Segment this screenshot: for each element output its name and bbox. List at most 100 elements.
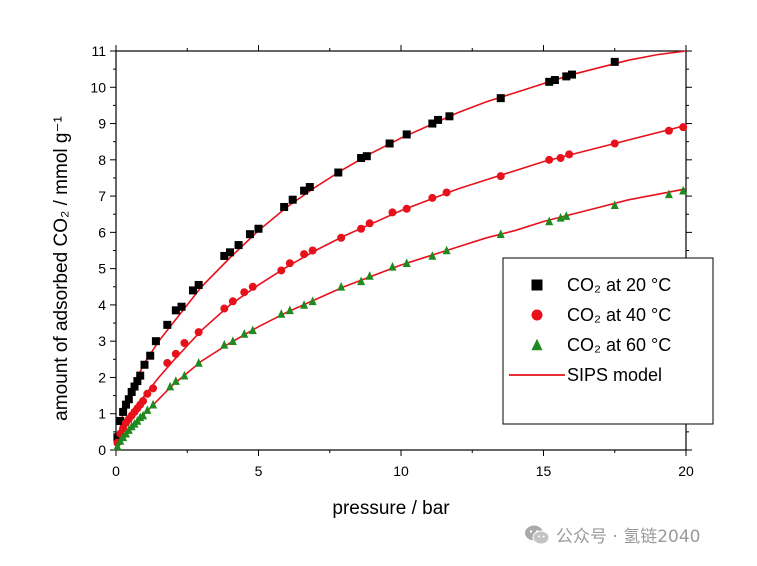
square-data-point <box>130 382 139 391</box>
y-tick-label: 5 <box>98 261 106 277</box>
square-data-point <box>136 371 145 380</box>
square-data-point <box>434 115 443 124</box>
square-data-point <box>124 395 133 404</box>
triangle-data-point <box>277 309 286 318</box>
triangle-data-point <box>300 300 309 309</box>
square-data-point <box>245 230 254 239</box>
square-data-point <box>402 130 411 139</box>
square-data-point <box>151 337 160 346</box>
square-data-point <box>119 407 128 416</box>
square-data-point <box>428 119 437 128</box>
triangle-data-point <box>220 340 229 349</box>
circle-data-point <box>664 126 673 135</box>
square-data-point <box>288 195 297 204</box>
triangle-data-point <box>228 336 237 345</box>
triangle-data-point <box>402 258 411 267</box>
square-data-point <box>220 251 229 260</box>
y-tick-label: 4 <box>98 297 106 313</box>
triangle-data-point <box>337 281 346 291</box>
square-data-point <box>362 152 371 161</box>
circle-data-point <box>308 246 317 255</box>
y-tick-label: 6 <box>98 224 106 240</box>
legend-square-swatch <box>531 279 543 291</box>
y-tick-label: 9 <box>98 116 106 132</box>
y-tick-label: 10 <box>90 79 106 95</box>
y-tick-label: 11 <box>91 43 106 59</box>
triangle-data-point <box>248 325 257 335</box>
wechat-icon <box>525 525 550 544</box>
square-data-point <box>445 112 454 121</box>
x-axis-label: pressure / bar <box>332 498 450 519</box>
triangle-data-point <box>149 399 158 409</box>
square-data-point <box>194 280 203 289</box>
square-data-point <box>163 320 172 329</box>
square-data-point <box>357 154 366 163</box>
circle-data-point <box>565 150 574 159</box>
circle-data-point <box>679 123 688 132</box>
triangle-data-point <box>240 329 249 338</box>
circle-data-point <box>300 250 309 259</box>
circle-data-point <box>388 208 397 217</box>
legend: CO₂ at 20 °C CO₂ at 40 °C CO₂ at 60 °C SIPS… <box>502 257 714 425</box>
legend-label: CO₂ at 60 °C <box>567 335 671 355</box>
circle-data-point <box>228 297 237 306</box>
square-data-point <box>127 387 136 396</box>
triangle-data-point <box>610 200 619 209</box>
y-axis-label: amount of adsorbed CO₂ / mmol g⁻¹ <box>51 116 72 421</box>
sips-model-curve <box>115 188 687 451</box>
square-data-point <box>568 70 576 79</box>
circle-data-point <box>149 384 158 393</box>
square-data-point <box>610 57 619 66</box>
triangle-data-point <box>285 305 294 315</box>
y-tick-label: 3 <box>98 333 106 349</box>
circle-data-point <box>357 224 366 233</box>
square-data-point <box>385 139 394 148</box>
circle-data-point <box>365 219 374 228</box>
circle-data-point <box>171 349 180 358</box>
circle-data-point <box>277 266 286 275</box>
square-data-point <box>133 377 142 386</box>
legend-label: CO₂ at 20 °C <box>567 275 671 295</box>
square-data-point <box>140 360 149 369</box>
triangle-data-point <box>664 189 673 199</box>
x-tick-label: 5 <box>255 463 263 479</box>
circle-data-point <box>285 259 294 268</box>
square-data-point <box>113 433 122 442</box>
square-data-point <box>305 183 314 192</box>
circle-data-point <box>194 328 203 337</box>
square-data-point <box>550 76 559 85</box>
square-data-point <box>280 202 289 211</box>
triangle-data-point <box>180 370 189 380</box>
x-tick-label: 0 <box>112 463 120 479</box>
circle-data-point <box>402 204 411 213</box>
square-data-point <box>121 400 130 409</box>
legend-label: SIPS model <box>567 365 662 385</box>
triangle-data-point <box>143 405 152 414</box>
circle-data-point <box>337 233 346 242</box>
square-data-point <box>116 416 125 425</box>
y-tick-label: 8 <box>98 152 106 168</box>
legend-triangle-swatch <box>531 338 543 351</box>
square-data-point <box>177 302 186 311</box>
watermark-text: 公众号 · 氢链2040 <box>556 527 701 547</box>
y-tick-label: 2 <box>98 369 106 385</box>
square-data-point <box>234 241 243 250</box>
triangle-data-point <box>679 185 688 195</box>
circle-data-point <box>556 154 565 163</box>
circle-data-point <box>139 397 148 406</box>
x-tick-label: 10 <box>393 463 409 479</box>
triangle-data-point <box>428 251 437 260</box>
circle-data-point <box>428 193 437 202</box>
triangle-data-point <box>171 376 180 385</box>
x-tick-label: 15 <box>536 463 552 479</box>
square-data-point <box>254 224 263 233</box>
data-markers <box>113 57 688 451</box>
triangle-data-point <box>365 271 374 280</box>
triangle-data-point <box>113 441 122 451</box>
circle-data-point <box>610 139 619 148</box>
circle-data-point <box>220 304 229 313</box>
circle-data-point <box>143 389 152 398</box>
circle-data-point <box>248 282 257 291</box>
square-data-point <box>171 306 180 315</box>
